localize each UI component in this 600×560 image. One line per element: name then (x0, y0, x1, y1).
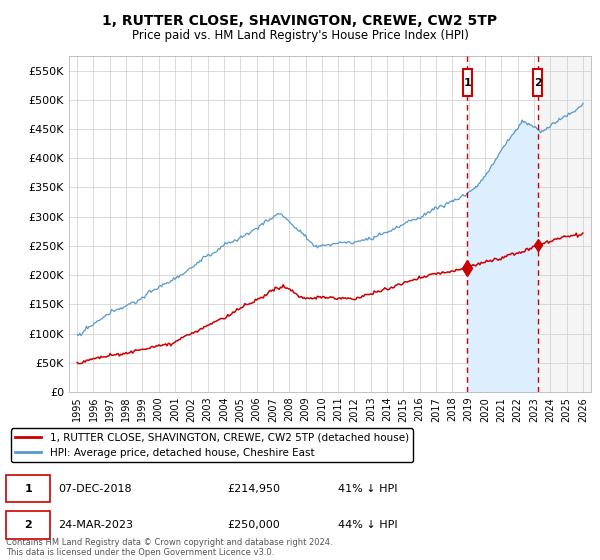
Text: £250,000: £250,000 (227, 520, 280, 530)
Text: 41% ↓ HPI: 41% ↓ HPI (338, 484, 397, 493)
Text: 07-DEC-2018: 07-DEC-2018 (58, 484, 132, 493)
Text: 1: 1 (24, 484, 32, 493)
Bar (538, 56, 591, 392)
Text: 1, RUTTER CLOSE, SHAVINGTON, CREWE, CW2 5TP: 1, RUTTER CLOSE, SHAVINGTON, CREWE, CW2 … (103, 14, 497, 28)
Legend: 1, RUTTER CLOSE, SHAVINGTON, CREWE, CW2 5TP (detached house), HPI: Average price: 1, RUTTER CLOSE, SHAVINGTON, CREWE, CW2 … (11, 428, 413, 462)
Text: 44% ↓ HPI: 44% ↓ HPI (338, 520, 397, 530)
FancyBboxPatch shape (463, 69, 472, 96)
FancyBboxPatch shape (6, 475, 50, 502)
Text: Contains HM Land Registry data © Crown copyright and database right 2024.
This d: Contains HM Land Registry data © Crown c… (6, 538, 332, 557)
FancyBboxPatch shape (533, 69, 542, 96)
Text: 24-MAR-2023: 24-MAR-2023 (58, 520, 133, 530)
Text: 2: 2 (534, 78, 542, 88)
Text: 1: 1 (463, 78, 471, 88)
Text: £214,950: £214,950 (227, 484, 280, 493)
Text: 2: 2 (24, 520, 32, 530)
Text: Price paid vs. HM Land Registry's House Price Index (HPI): Price paid vs. HM Land Registry's House … (131, 29, 469, 42)
Bar (538, 56, 591, 392)
FancyBboxPatch shape (6, 511, 50, 539)
